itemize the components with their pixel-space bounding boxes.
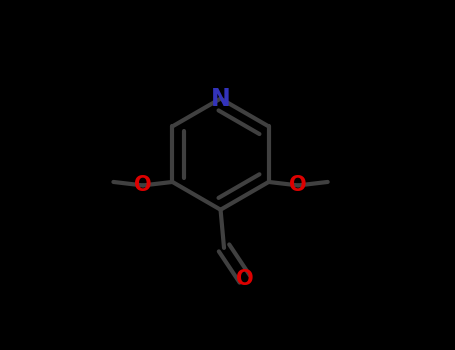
- Text: O: O: [289, 175, 307, 195]
- Text: O: O: [134, 175, 152, 195]
- Text: O: O: [236, 269, 254, 289]
- Text: N: N: [211, 86, 230, 111]
